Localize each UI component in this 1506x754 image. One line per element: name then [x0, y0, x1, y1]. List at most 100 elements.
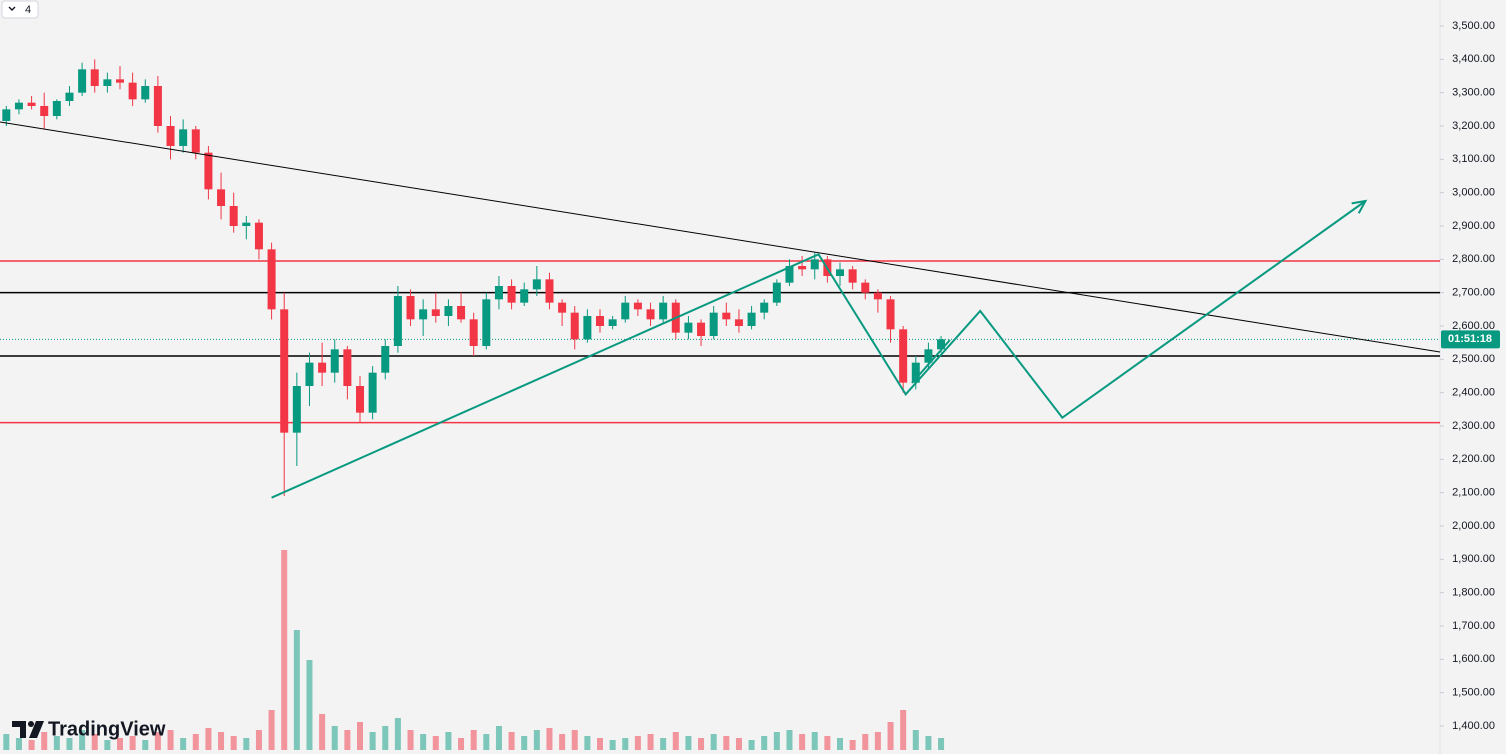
volume-bar [41, 732, 48, 750]
chevron[interactable] [8, 6, 16, 11]
volume-bar [533, 730, 540, 750]
candle-body [747, 312, 756, 326]
y-tick-label: 1,600.00 [1452, 653, 1495, 665]
volume-bar [192, 734, 199, 750]
y-tick-label: 3,000.00 [1452, 187, 1495, 199]
candle-body [217, 189, 226, 206]
drawing-line [911, 339, 951, 384]
volume-bar [824, 736, 831, 750]
y-tick-label: 1,500.00 [1452, 687, 1495, 699]
y-tick-label: 2,600.00 [1452, 320, 1495, 332]
candle-body [305, 362, 314, 386]
volume-bar [735, 738, 742, 750]
volume-bar [849, 740, 856, 750]
candle-body [469, 319, 478, 346]
volume-bar [584, 736, 591, 750]
y-tick-label: 3,200.00 [1452, 120, 1495, 132]
volume-bar [66, 738, 73, 750]
candle-body [760, 302, 769, 313]
candle-body [810, 259, 819, 270]
volume-bar [900, 710, 907, 750]
volume-bar [167, 730, 174, 750]
y-tick-label: 3,300.00 [1452, 87, 1495, 99]
candle-body [444, 306, 453, 316]
volume-bar [761, 736, 768, 750]
logo-mark [12, 721, 26, 738]
candle-body [141, 86, 150, 100]
volume-bar [281, 550, 288, 750]
drawing-line [0, 121, 1441, 353]
volume-bar [874, 732, 881, 750]
volume-bar [862, 734, 869, 750]
candle-body [861, 282, 870, 293]
volume-bar [660, 738, 667, 750]
volume-bar [28, 740, 35, 750]
volume-bar [104, 740, 111, 750]
volume-bar [470, 730, 477, 750]
y-tick-label: 3,400.00 [1452, 53, 1495, 65]
volume-bar [748, 740, 755, 750]
volume-bar [420, 734, 427, 750]
volume-bar [811, 732, 818, 750]
y-tick-label: 1,400.00 [1452, 720, 1495, 732]
volume-bar [597, 738, 603, 750]
candle-body [318, 362, 327, 373]
logo-mark [28, 721, 34, 727]
countdown: 01:51:18 [1448, 333, 1492, 345]
volume-bar [925, 736, 932, 750]
candle-body [545, 279, 554, 303]
candle-body [873, 292, 882, 300]
candle-body [836, 269, 844, 276]
y-tick-label: 3,500.00 [1452, 20, 1495, 32]
candle-body [40, 106, 49, 116]
volume-bar [306, 660, 313, 750]
volume-bar [180, 738, 187, 750]
volume-bar [546, 728, 553, 750]
candle-body [368, 372, 377, 413]
candle-body [772, 282, 781, 303]
volume-bar [609, 740, 616, 750]
y-tick-label: 1,900.00 [1452, 553, 1495, 565]
candle-body [179, 129, 188, 146]
volume-bar [799, 734, 806, 750]
candle-body [494, 286, 503, 300]
volume-bar [773, 732, 780, 750]
badge-box[interactable] [1, 0, 39, 19]
y-tick-label: 2,700.00 [1452, 287, 1495, 299]
candle-body [937, 339, 946, 350]
volume-bar [129, 736, 136, 750]
volume-bar [79, 730, 86, 750]
countdown-box [1441, 330, 1500, 349]
candle-body [267, 249, 276, 310]
candle-body [457, 306, 466, 320]
volume-bar [445, 732, 452, 750]
candle-body [886, 299, 895, 330]
candle-body [899, 329, 908, 383]
volume-bar [369, 732, 376, 750]
candle-body [406, 296, 415, 320]
watermark: TradingView [48, 718, 166, 740]
volume-bar [15, 738, 22, 750]
volume-bar [117, 738, 123, 750]
volume-bar [723, 736, 730, 750]
volume-bar [230, 736, 237, 750]
volume-bar [458, 738, 465, 750]
volume-bar [837, 738, 843, 750]
volume-bar [142, 740, 149, 750]
candle-body [153, 86, 162, 126]
volume-bar [495, 726, 502, 750]
volume-bar [319, 714, 326, 750]
volume-bar [710, 734, 717, 750]
volume-bar [432, 736, 439, 750]
drawing-line [271, 200, 1367, 499]
candle-body [27, 102, 36, 106]
candle-body [343, 349, 352, 386]
candle-body [280, 309, 289, 433]
candle-body [116, 79, 124, 83]
candle-body [90, 69, 99, 86]
interval-badge[interactable]: 4 [1, 0, 39, 19]
candle-body [684, 322, 693, 333]
